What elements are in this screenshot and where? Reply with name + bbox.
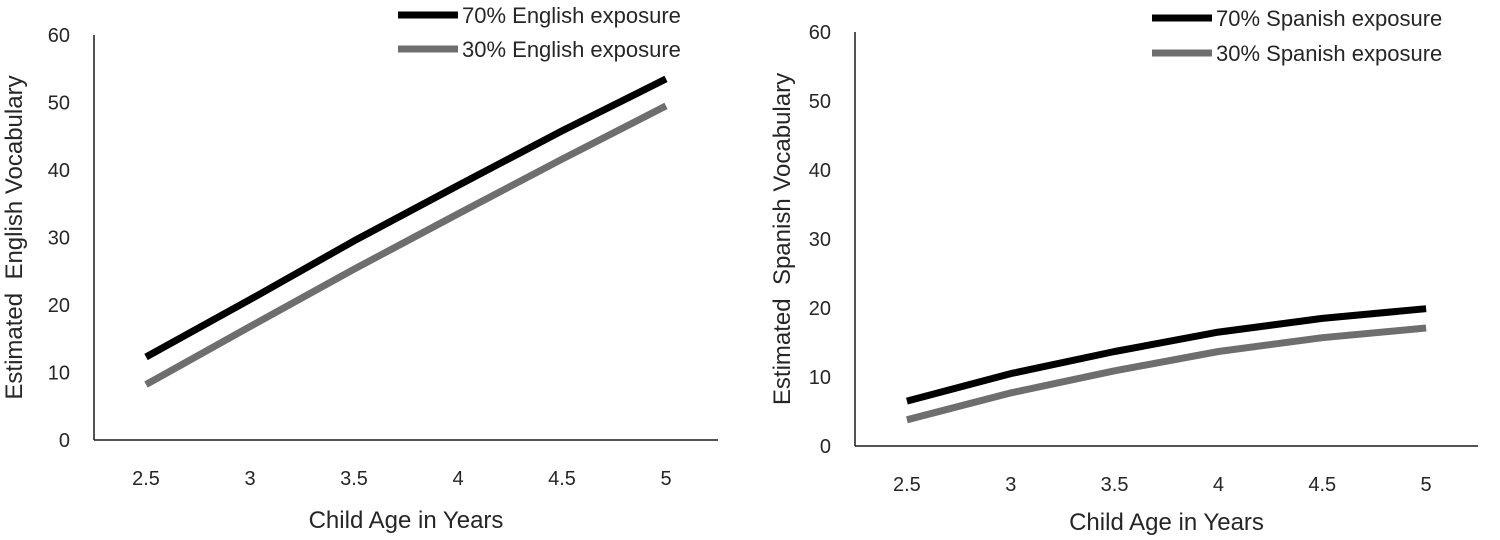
y-tick-label: 50 [48, 93, 70, 115]
y-tick-label: 0 [59, 430, 70, 452]
x-tick-label: 5 [1421, 474, 1432, 496]
legend-label: 70% English exposure [462, 3, 681, 28]
series-line-high-exposure [144, 75, 668, 361]
x-tick-label: 2.5 [132, 468, 160, 490]
x-tick-label: 4.5 [1308, 474, 1336, 496]
y-tick-label: 60 [809, 22, 831, 44]
y-tick-label: 10 [809, 367, 831, 389]
series-line-high-exposure [906, 305, 1427, 405]
y-tick-label: 10 [48, 363, 70, 385]
legend-label: 30% Spanish exposure [1216, 41, 1442, 66]
x-tick-label: 3 [1005, 474, 1016, 496]
legend-label: 70% Spanish exposure [1216, 6, 1442, 31]
y-axis-title: Estimated Spanish Vocabulary [769, 73, 796, 405]
series-line-low-exposure [906, 324, 1427, 424]
y-tick-label: 20 [809, 298, 831, 320]
x-axis-title: Child Age in Years [1069, 509, 1264, 536]
x-tick-label: 4.5 [548, 468, 576, 490]
x-tick-label: 2.5 [893, 474, 921, 496]
y-tick-label: 30 [809, 229, 831, 251]
spanish-vocabulary-chart: 0 10 20 30 40 50 60 2.5 3 3.5 4 4.5 5 Child Age in Ye… [769, 6, 1478, 536]
x-tick-label: 4 [1213, 474, 1224, 496]
y-tick-label: 0 [820, 436, 831, 458]
series-line-low-exposure [144, 102, 668, 388]
y-tick-label: 20 [48, 295, 70, 317]
x-tick-label: 3.5 [340, 468, 368, 490]
y-axis-title: Estimated English Vocabulary [1, 75, 28, 399]
y-tick-label: 40 [48, 160, 70, 182]
x-tick-label: 5 [660, 468, 671, 490]
english-vocabulary-chart: 0 10 20 30 40 50 60 2.5 3 3.5 4 4.5 5 Child Age in Ye… [1, 3, 718, 534]
x-axis-title: Child Age in Years [309, 507, 504, 534]
y-tick-label: 60 [48, 25, 70, 47]
y-tick-label: 50 [809, 91, 831, 113]
x-tick-label: 3 [244, 468, 255, 490]
x-tick-label: 4 [452, 468, 463, 490]
x-tick-label: 3.5 [1101, 474, 1129, 496]
legend-label: 30% English exposure [462, 37, 681, 62]
y-tick-label: 30 [48, 228, 70, 250]
y-tick-label: 40 [809, 160, 831, 182]
